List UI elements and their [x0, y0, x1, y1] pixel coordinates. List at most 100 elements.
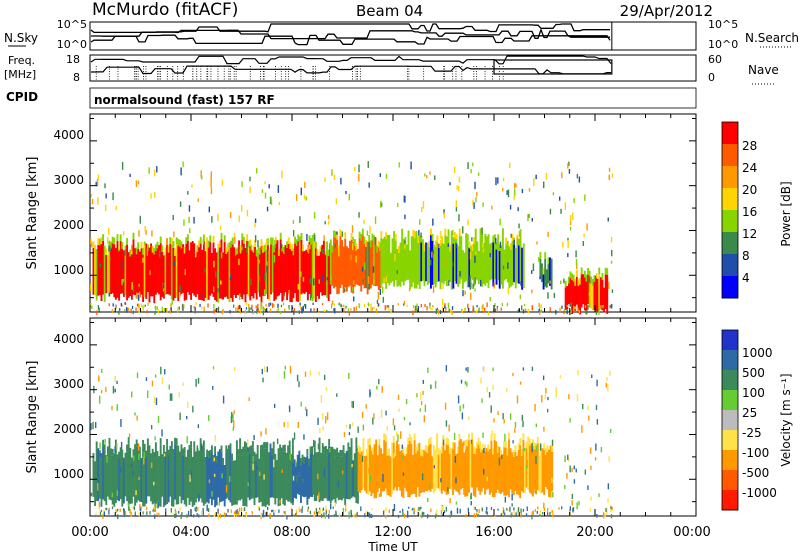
heatmap-point	[540, 304, 542, 309]
heatmap-point	[142, 308, 144, 312]
heatmap-cell	[135, 254, 138, 299]
heatmap-point	[424, 304, 426, 308]
heatmap-point	[136, 372, 139, 379]
heatmap-point	[427, 367, 429, 374]
heatmap-cell	[236, 254, 239, 295]
heatmap-cell	[264, 448, 267, 508]
heatmap-cell	[485, 236, 488, 244]
heatmap-point	[542, 375, 545, 380]
heatmap-cell	[302, 251, 305, 294]
heatmap-point	[534, 490, 537, 494]
heatmap-point	[300, 271, 302, 277]
heatmap-cell	[148, 445, 151, 453]
heatmap-point	[520, 513, 523, 516]
heatmap-point	[383, 270, 385, 276]
heatmap-cell	[308, 465, 310, 499]
heatmap-cell	[260, 239, 263, 246]
heatmap-point	[168, 384, 170, 390]
heatmap-cell	[277, 448, 280, 507]
heatmap-cell	[401, 235, 404, 282]
heatmap-point	[138, 511, 140, 517]
heatmap-point	[136, 303, 139, 307]
heatmap-point	[98, 307, 100, 312]
heatmap-point	[343, 304, 345, 308]
heatmap-point	[526, 506, 528, 512]
heatmap-point	[523, 443, 525, 447]
heatmap-cell	[355, 444, 358, 504]
heatmap-cell	[456, 453, 459, 493]
heatmap-cell	[500, 252, 503, 285]
heatmap-cell	[496, 446, 499, 453]
heatmap-cell	[290, 460, 293, 504]
heatmap-point	[270, 196, 272, 202]
heatmap-point	[239, 308, 241, 314]
heatmap-point	[351, 225, 354, 233]
heatmap-cell	[365, 449, 368, 456]
heatmap-cell	[132, 449, 135, 456]
heatmap-point	[165, 238, 168, 246]
heatmap-point	[410, 161, 412, 170]
heatmap-point	[156, 166, 158, 173]
heatmap-cell	[417, 236, 420, 243]
heatmap-point	[313, 308, 315, 311]
heatmap-cell	[129, 256, 132, 296]
heatmap-cell	[279, 444, 282, 452]
heatmap-cell	[455, 243, 458, 284]
heatmap-point	[151, 380, 154, 387]
heatmap-cell	[319, 247, 322, 293]
heatmap-cell	[237, 449, 240, 456]
heatmap-point	[143, 304, 145, 308]
heatmap-cell	[106, 446, 109, 454]
heatmap-point	[481, 227, 483, 235]
heatmap-point	[132, 286, 134, 293]
heatmap-cell	[206, 244, 209, 301]
heatmap-point	[538, 308, 540, 312]
heatmap-point	[351, 401, 353, 408]
heatmap-cell	[243, 448, 246, 506]
heatmap-point	[436, 307, 438, 311]
heatmap-point	[583, 233, 585, 238]
heatmap-cell	[218, 449, 221, 503]
heatmap-cell	[188, 250, 191, 295]
heatmap-point	[228, 476, 231, 482]
heatmap-point	[283, 511, 285, 514]
heatmap-point	[514, 182, 516, 189]
heatmap-cell	[174, 255, 177, 299]
power-y-tick-3000: 3000	[53, 173, 84, 187]
heatmap-cell	[262, 252, 265, 296]
heatmap-point	[525, 513, 528, 517]
x-axis-label: Time UT	[367, 540, 418, 554]
heatmap-point	[455, 477, 457, 484]
heatmap-point	[423, 512, 425, 515]
heatmap-cell	[575, 276, 578, 305]
heatmap-point	[476, 310, 478, 314]
heatmap-point	[146, 247, 149, 256]
heatmap-point	[351, 422, 354, 426]
heatmap-point	[531, 511, 533, 515]
heatmap-cell	[166, 244, 169, 295]
heatmap-point	[240, 507, 243, 512]
heatmap-cell	[487, 451, 490, 489]
heatmap-cell	[353, 239, 356, 246]
heatmap-point	[154, 310, 156, 315]
heatmap-point	[323, 235, 325, 241]
heatmap-point	[549, 512, 551, 516]
heatmap-cell	[194, 257, 197, 298]
heatmap-point	[174, 508, 177, 513]
heatmap-cell	[151, 448, 154, 456]
heatmap-point	[531, 270, 533, 274]
heatmap-point	[105, 386, 107, 392]
heatmap-point	[421, 206, 423, 213]
heatmap-point	[148, 167, 150, 174]
heatmap-point	[367, 302, 370, 307]
heatmap-point	[355, 255, 357, 263]
heatmap-cell	[368, 241, 371, 290]
heatmap-point	[189, 228, 191, 234]
heatmap-cell	[186, 234, 189, 241]
heatmap-cell	[436, 433, 438, 440]
heatmap-point	[502, 177, 505, 182]
heatmap-cell	[97, 448, 100, 502]
heatmap-point	[221, 309, 224, 315]
heatmap-point	[598, 493, 600, 498]
heatmap-cell	[159, 236, 162, 244]
